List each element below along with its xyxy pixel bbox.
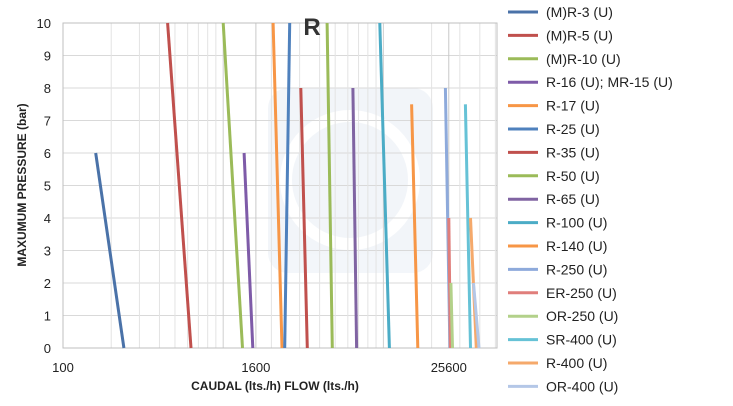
tick-labels: 0 1 2 3 4 5 6 7 8 9 10 100 1600 25600 [37,16,467,375]
y-tick-label: 5 [44,179,51,194]
series-line [469,217,478,349]
series-line [410,104,420,349]
series-line [221,22,244,349]
watermark-logo-frame [268,88,433,273]
y-tick-label: 10 [37,16,51,31]
series-line [472,282,481,349]
y-tick-label: 7 [44,114,51,129]
series-line [94,152,126,349]
series-line [378,22,391,349]
legend-item-label: OR-400 (U) [546,378,618,394]
x-tick-label: 1600 [241,360,270,375]
y-axis-label: MAXUMUM PRESSURE (bar) [15,103,29,266]
y-tick-label: 2 [44,276,51,291]
series-line [449,282,454,349]
series-line [351,87,359,349]
y-tick-label: 3 [44,244,51,259]
series-line [463,104,472,349]
legend-item-label: R-250 (U) [546,261,607,277]
series-line [299,87,309,349]
series-lines [94,22,481,349]
y-tick-label: 1 [44,309,51,324]
series-line [325,22,334,349]
legend-item-label: (M)R-5 (U) [546,27,613,43]
axes [62,22,498,349]
legend-item-label: R-35 (U) [546,144,600,160]
x-tick-label: 25600 [431,360,467,375]
y-tick-label: 4 [44,211,51,226]
legend-item-label: R-50 (U) [546,168,600,184]
series-line [166,22,193,349]
series-line [283,22,292,349]
y-tick-label: 6 [44,146,51,161]
legend-item-label: OR-250 (U) [546,308,618,324]
y-tick-label: 8 [44,81,51,96]
legend-item-label: R-140 (U) [546,238,607,254]
chart-title: R [303,14,320,41]
plot-frame [62,22,498,349]
series-line [242,152,255,349]
x-axis-label: CAUDAL (lts./h) FLOW (lts./h) [191,379,359,393]
y-tick-label: 0 [44,341,51,356]
watermark-logo [268,88,433,273]
legend-item-label: SR-400 (U) [546,332,617,348]
legend-item-label: R-25 (U) [546,121,600,137]
y-tick-label: 9 [44,49,51,64]
legend-item-label: R-100 (U) [546,215,607,231]
legend-item-label: R-16 (U); MR-15 (U) [546,74,673,90]
legend-item-label: R-17 (U) [546,98,600,114]
series-line [271,22,284,349]
legend-item-label: (M)R-10 (U) [546,51,621,67]
series-line [447,217,452,349]
legend-item-label: ER-250 (U) [546,285,617,301]
legend-item-label: R-400 (U) [546,355,607,371]
legend-item-label: (M)R-3 (U) [546,4,613,20]
legend: (M)R-3 (U) (M)R-5 (U) (M)R-10 (U) R-16 (U);… [508,4,673,394]
x-tick-label: 100 [52,360,74,375]
legend-item-label: R-65 (U) [546,191,600,207]
